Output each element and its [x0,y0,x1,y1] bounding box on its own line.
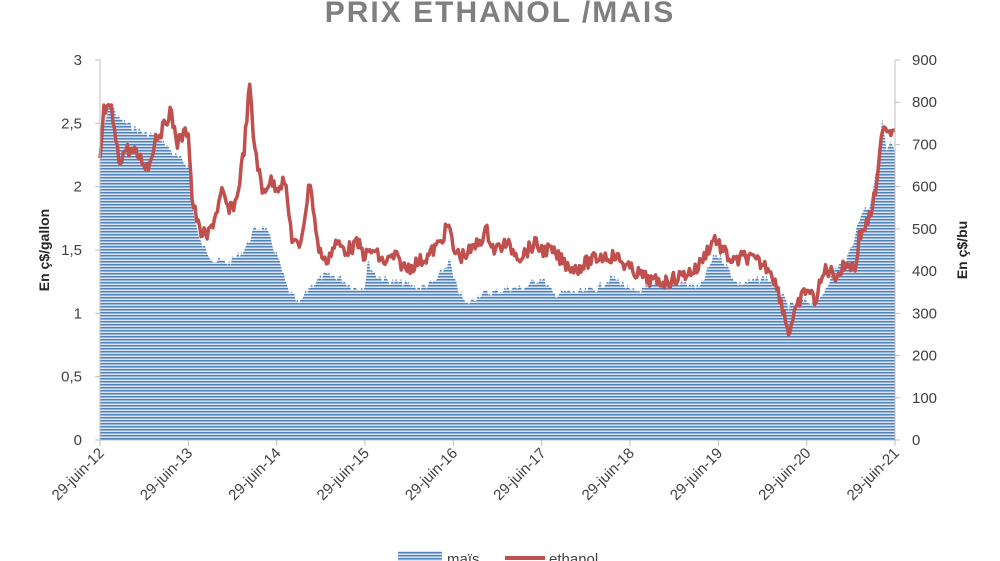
left-tick-label: 2 [74,179,82,196]
left-tick-label: 0 [74,432,82,449]
left-tick-label: 2,5 [61,115,82,132]
right-tick-label: 600 [912,179,937,196]
legend-swatch-corn [398,551,442,561]
right-tick-label: 300 [912,305,937,322]
right-tick-label: 100 [912,390,937,407]
x-tick-label: 29-juin-16 [402,445,461,504]
left-tick-label: 1,5 [61,242,82,259]
chart-title: PRIX ETHANOL /MAÏS [325,0,675,29]
left-tick-label: 1 [74,305,82,322]
x-tick-label: 29-juin-18 [579,445,638,504]
left-tick-label: 3 [74,52,82,69]
left-axis-label: En ç$/gallon [36,209,52,291]
left-tick-label: 0,5 [61,369,82,386]
x-tick-label: 29-juin-12 [49,445,108,504]
right-tick-label: 0 [912,432,920,449]
plot-area [98,82,896,440]
series-line-ethanol [98,82,896,337]
right-tick-label: 400 [912,263,937,280]
x-tick-label: 29-juin-15 [314,445,373,504]
legend: maïs ethanol [398,551,598,561]
x-tick-label: 29-juin-21 [844,445,903,504]
right-tick-label: 500 [912,221,937,238]
legend-label-ethanol: ethanol [549,551,598,561]
right-tick-label: 200 [912,348,937,365]
right-tick-label: 700 [912,136,937,153]
right-tick-label: 900 [912,52,937,69]
x-tick-label: 29-juin-20 [755,445,814,504]
x-tick-label: 29-juin-17 [490,445,549,504]
x-tick-label: 29-juin-13 [137,445,196,504]
right-tick-label: 800 [912,94,937,111]
right-axis-label: En ç$/bu [954,221,970,279]
x-tick-label: 29-juin-14 [225,445,284,504]
series-area-corn [100,104,895,440]
x-tick-label: 29-juin-19 [667,445,726,504]
legend-label-corn: maïs [447,551,480,561]
